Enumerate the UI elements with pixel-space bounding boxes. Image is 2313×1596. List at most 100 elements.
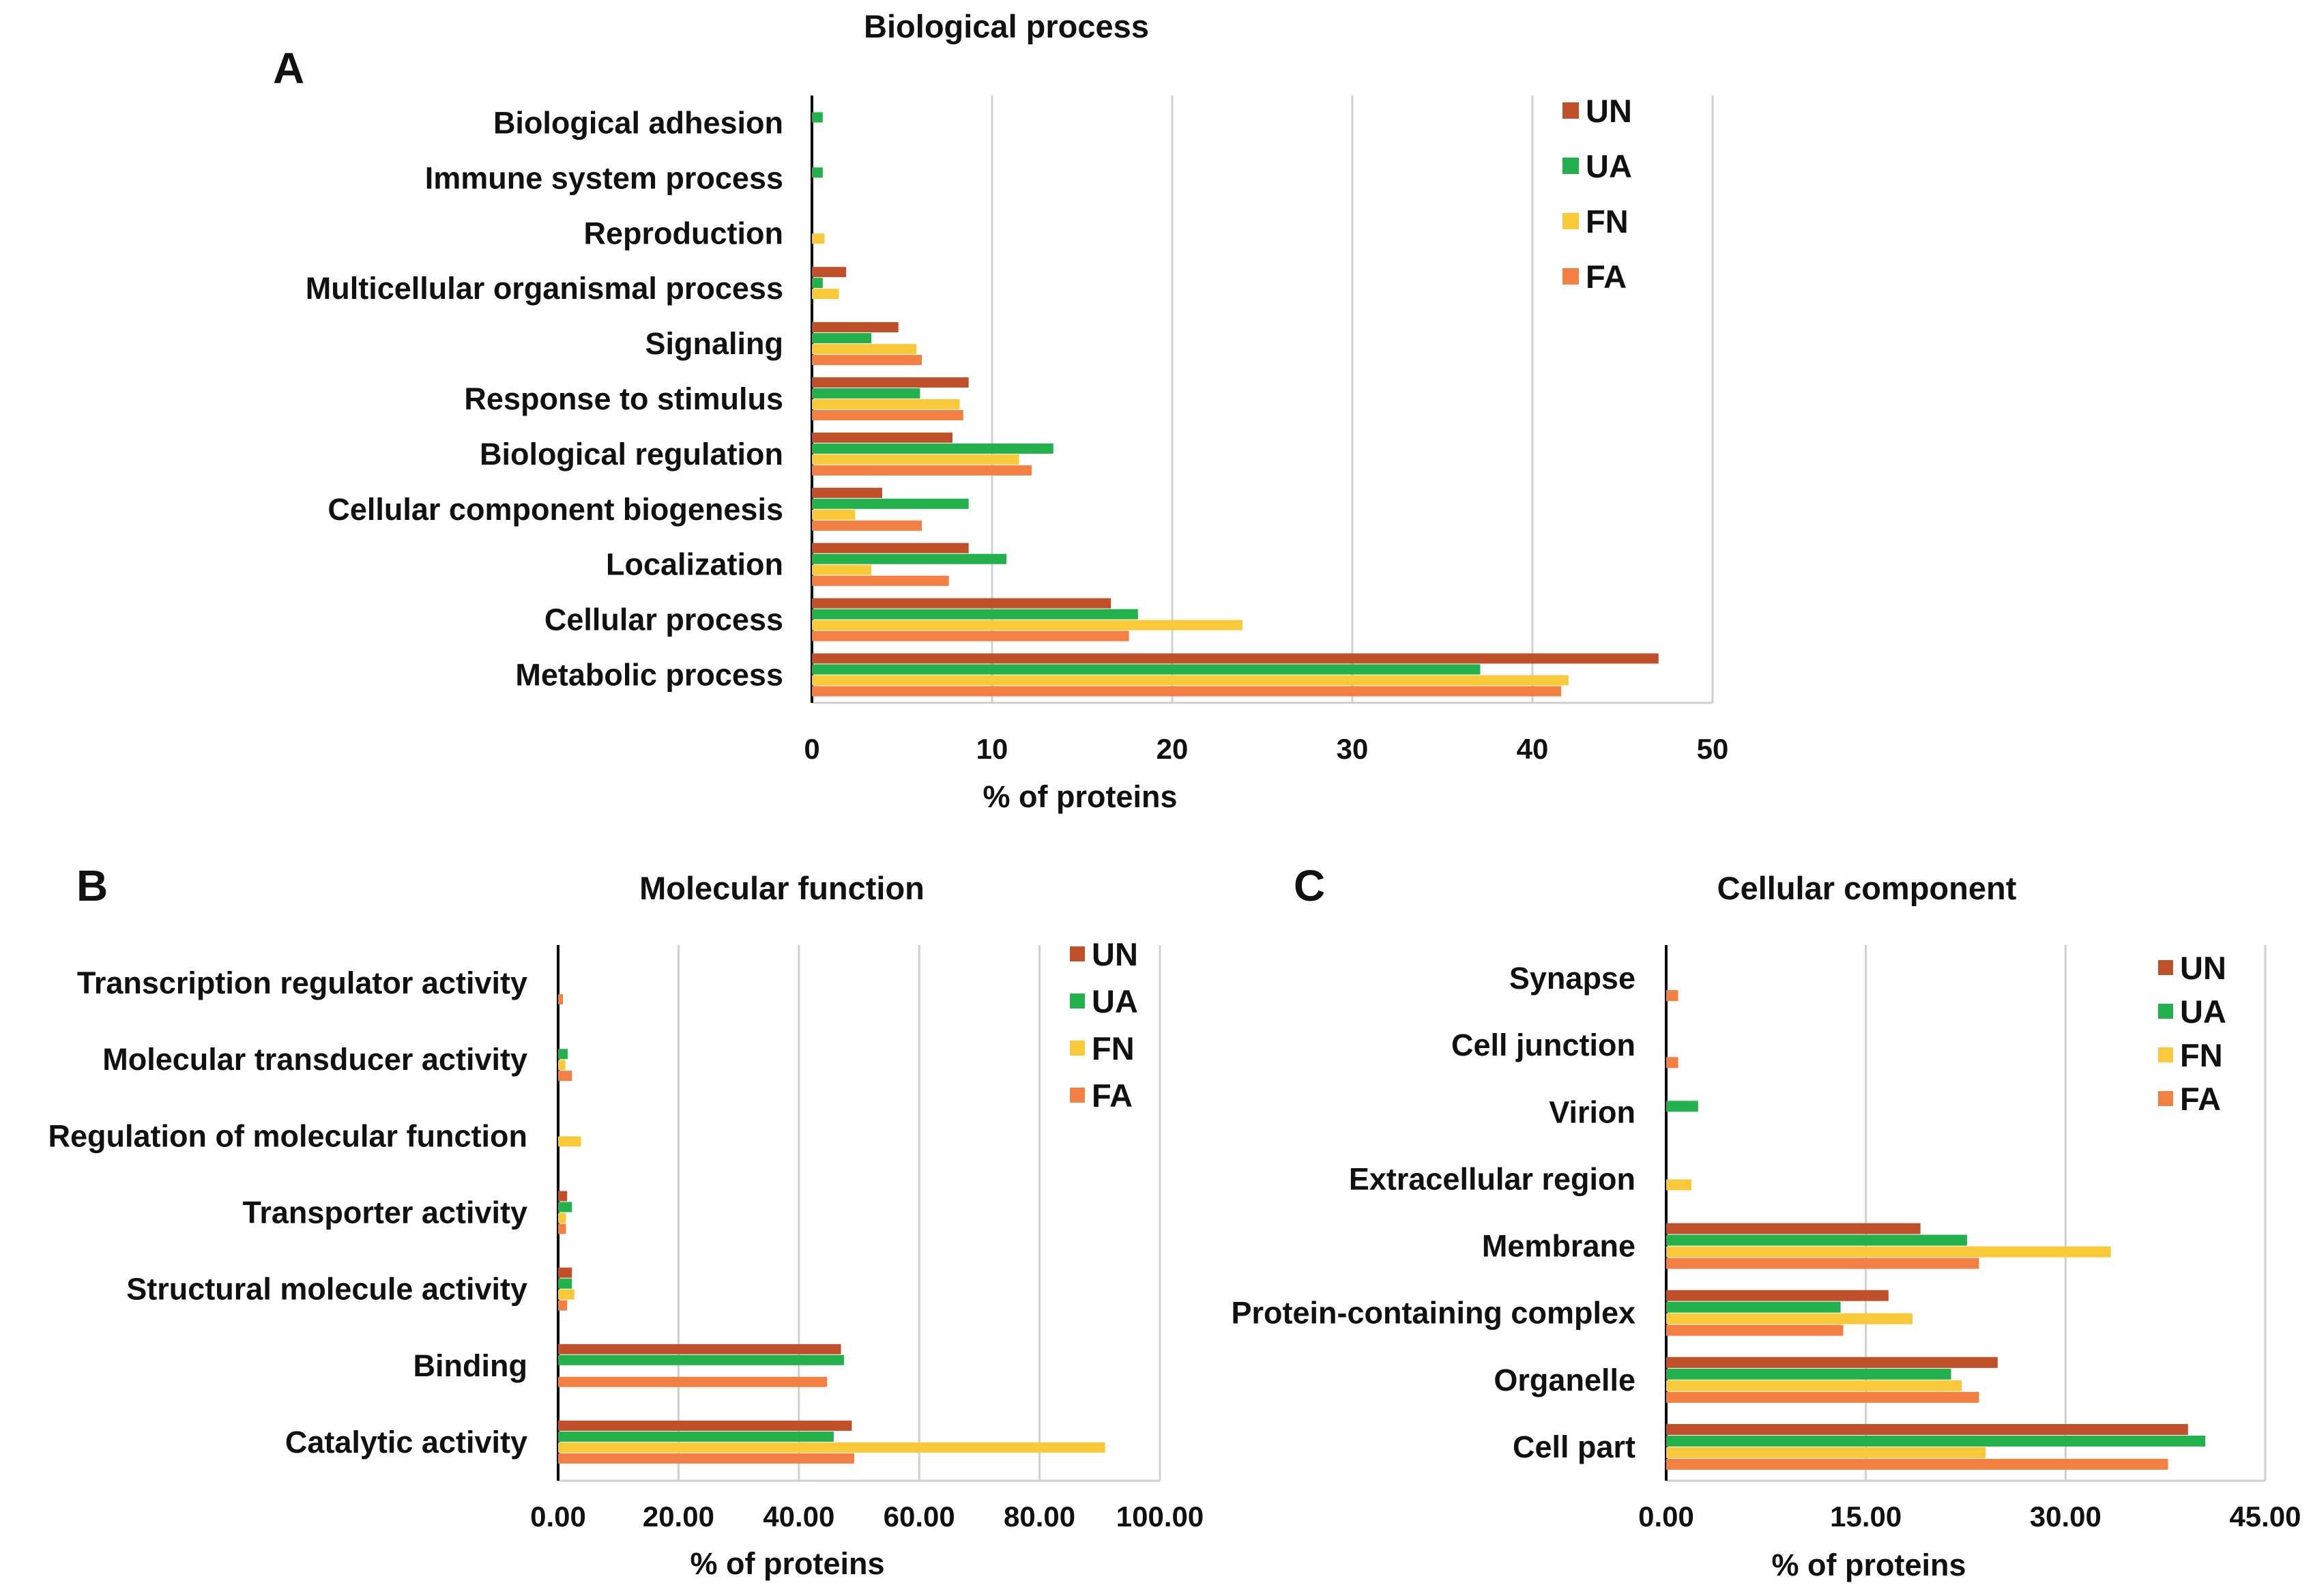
category-label-a-biological-regulation: Biological regulation [480,437,783,471]
bar-a-cellular-component-biogenesis-fn [812,509,856,520]
legend-swatch-c-ua [2158,1004,2173,1019]
bar-c-organelle-ua [1666,1368,1951,1380]
bar-b-catalytic-activity-fa [558,1453,854,1464]
category-label-c-cell-part: Cell part [1513,1430,1635,1464]
bar-b-transporter-activity-ua [558,1202,572,1213]
x-tick-label-c-0: 0.00 [1638,1500,1694,1533]
bar-b-transporter-activity-un [558,1191,568,1202]
bar-a-biological-regulation-ua [812,443,1053,454]
x-tick-label-b-3: 60.00 [884,1500,955,1533]
x-tick-label-c-2: 30.00 [2030,1500,2101,1533]
legend-label-c-un: UN [2180,950,2226,986]
category-label-b-transcription-regulator-activity: Transcription regulator activity [77,966,527,1000]
bar-a-biological-regulation-fn [812,454,1019,465]
bar-b-transporter-activity-fa [558,1223,566,1234]
bar-c-organelle-un [1666,1356,1998,1368]
bar-a-cellular-component-biogenesis-un [812,487,882,498]
legend-label-c-fn: FN [2180,1037,2223,1073]
legend-swatch-a-un [1562,102,1579,119]
category-label-b-catalytic-activity: Catalytic activity [285,1425,527,1460]
legend-label-c-fa: FA [2180,1081,2221,1117]
legend-label-b-fa: FA [1092,1077,1133,1114]
bar-a-cellular-process-fa [812,630,1129,641]
x-tick-label-a-3: 30 [1337,733,1369,765]
category-label-a-cellular-component-biogenesis: Cellular component biogenesis [328,492,783,527]
category-label-a-cellular-process: Cellular process [544,603,783,637]
bar-c-organelle-fn [1666,1380,1962,1391]
bar-a-response-to-stimulus-ua [812,388,920,398]
legend-swatch-c-fa [2158,1091,2173,1106]
legend-label-a-fn: FN [1586,203,1629,240]
category-label-a-signaling: Signaling [645,326,784,361]
bar-a-cellular-process-fn [812,620,1242,630]
legend-swatch-b-un [1070,946,1085,961]
bar-b-structural-molecule-activity-ua [558,1278,572,1289]
x-axis-label-b: % of proteins [690,1546,884,1581]
bar-c-protein-containing-complex-fa [1666,1324,1844,1336]
category-label-a-multicellular-organismal-process: Multicellular organismal process [306,271,783,306]
bar-c-membrane-un [1666,1223,1921,1234]
legend-label-a-un: UN [1586,93,1632,129]
bar-a-metabolic-process-fn [812,675,1569,686]
x-axis-label-c: % of proteins [1771,1548,1966,1582]
bar-c-protein-containing-complex-fn [1666,1313,1912,1324]
x-tick-label-c-1: 15.00 [1830,1500,1902,1533]
bar-b-regulation-of-molecular-function-fn [558,1136,581,1147]
bar-a-cellular-process-ua [812,609,1138,620]
bar-a-signaling-un [812,322,899,333]
bar-b-structural-molecule-activity-fn [558,1289,574,1300]
bar-c-cell-part-un [1666,1423,2188,1435]
category-label-c-extracellular-region: Extracellular region [1349,1161,1635,1196]
x-tick-label-a-2: 20 [1156,733,1189,765]
category-label-a-reproduction: Reproduction [584,216,783,250]
category-label-c-virion: Virion [1549,1094,1635,1129]
category-label-a-metabolic-process: Metabolic process [515,658,783,693]
bar-b-molecular-transducer-activity-fa [558,1071,572,1082]
x-tick-label-a-4: 40 [1517,733,1549,765]
category-label-b-molecular-transducer-activity: Molecular transducer activity [102,1042,527,1077]
bar-a-reproduction-fn [812,233,825,244]
bar-a-multicellular-organismal-process-un [812,267,847,278]
bar-a-immune-system-process-ua [812,167,823,178]
legend-label-c-ua: UA [2180,993,2226,1030]
chart-title-a: Biological process [864,8,1149,44]
bar-b-transcription-regulator-activity-fa [558,994,564,1005]
bar-b-binding-un [558,1344,841,1354]
bar-a-localization-un [812,542,969,553]
bar-a-cellular-process-un [812,598,1111,609]
bar-a-localization-fa [812,575,949,586]
x-axis-label-a: % of proteins [983,779,1177,814]
bar-c-synapse-fa [1666,990,1678,1002]
legend-swatch-b-fn [1070,1041,1085,1056]
x-tick-label-c-3: 45.00 [2229,1500,2301,1533]
x-tick-label-b-5: 100.00 [1116,1500,1204,1533]
category-label-c-protein-containing-complex: Protein-containing complex [1231,1296,1635,1331]
category-label-a-localization: Localization [606,547,783,582]
bar-b-catalytic-activity-ua [558,1431,834,1442]
bar-a-signaling-fa [812,355,922,366]
category-label-b-transporter-activity: Transporter activity [242,1195,527,1230]
bar-a-cellular-component-biogenesis-ua [812,498,969,509]
bar-c-membrane-fn [1666,1246,2111,1258]
bar-b-molecular-transducer-activity-fn [558,1060,566,1071]
bar-b-binding-ua [558,1354,844,1365]
chart-title-b: Molecular function [639,870,925,906]
bar-c-extracellular-region-fn [1666,1179,1692,1191]
legend-swatch-c-fn [2158,1047,2173,1062]
bar-a-localization-fn [812,564,872,575]
x-tick-label-b-0: 0.00 [530,1500,586,1533]
bar-b-structural-molecule-activity-un [558,1267,572,1278]
panel-letter-b: B [76,861,108,910]
panel-letter-a: A [273,44,304,93]
x-tick-label-b-4: 80.00 [1004,1500,1075,1533]
bar-b-catalytic-activity-un [558,1420,852,1431]
bar-b-catalytic-activity-fn [558,1442,1105,1453]
legend-swatch-a-fa [1562,268,1579,285]
bar-c-virion-ua [1666,1101,1698,1112]
legend-label-a-ua: UA [1586,148,1632,184]
bar-b-structural-molecule-activity-fa [558,1300,568,1311]
category-label-b-regulation-of-molecular-function: Regulation of molecular function [48,1118,527,1153]
bar-a-response-to-stimulus-fn [812,399,960,409]
bar-c-membrane-fa [1666,1258,1979,1269]
